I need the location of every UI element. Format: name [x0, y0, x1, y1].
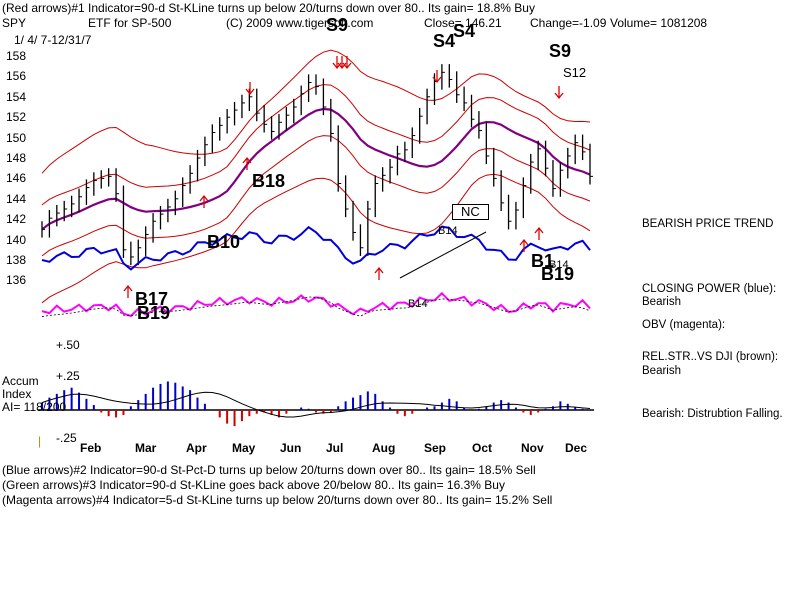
relstr-label: REL.STR..VS DJI (brown): [642, 351, 779, 363]
x-tick-label: May [232, 441, 256, 455]
accum-note: Bearish: Distrubtion Falling. [642, 408, 783, 420]
signal-b18: B18 [252, 171, 286, 191]
signal-b10: B10 [207, 232, 241, 252]
accum-index-label: Index [2, 387, 32, 401]
lower-outer-band [41, 173, 591, 304]
accum-ai-label: AI= 118/200 [2, 400, 67, 414]
copyright-label: (C) 2009 www.tigersoft.com [226, 16, 374, 30]
x-tick-label: Sep [424, 441, 447, 455]
close-label: Close= 146.21 [424, 16, 502, 30]
buy-arrow-head [519, 238, 529, 246]
signal-s12: S12 [563, 65, 587, 80]
y-tick-label: 148 [6, 151, 27, 165]
signal-b14-sep: B14 [438, 225, 458, 237]
y-tick-label: 140 [6, 232, 27, 247]
closing-power-line [41, 225, 591, 271]
accum-minus25: -.25 [56, 431, 77, 445]
signal-b19-mar: B19 [137, 303, 171, 323]
sell-arrow-head [554, 92, 564, 100]
buy-arrow-head [374, 266, 384, 274]
x-tick-label: Jul [326, 441, 344, 455]
obv-line [41, 291, 591, 318]
accum-label: Accum [2, 374, 39, 388]
x-tick-label: Apr [186, 441, 207, 455]
x-tick-label: Jun [280, 441, 302, 455]
sell-arrow-head [342, 62, 352, 70]
y-tick-label: 150 [6, 130, 27, 145]
x-tick-label: Aug [372, 441, 396, 455]
volume-label: Volume= 1081208 [610, 16, 708, 30]
sell-arrow-head [432, 76, 442, 84]
accum-plus50: +.50 [56, 338, 80, 352]
obv-label: OBV (magenta): [642, 319, 726, 331]
accum-tick-mark: | [38, 434, 42, 448]
closing-power-value: Bearish [642, 296, 681, 308]
etf-label: ETF for SP-500 [88, 16, 172, 30]
y-tick-label: 138 [6, 253, 27, 267]
signal-s9-nov: S9 [549, 41, 572, 61]
y-tick-label: 144 [6, 191, 27, 206]
moving-average-line [41, 107, 591, 231]
buy-arrow-head [199, 194, 209, 202]
accum-plus25: +.25 [56, 369, 80, 383]
x-tick-label: Dec [565, 441, 588, 455]
relstr-value: Bearish [642, 365, 681, 377]
x-tick-label: Feb [80, 441, 102, 455]
upper-outer-band [41, 49, 591, 174]
buy-arrow-head [534, 226, 544, 234]
y-tick-label: 142 [6, 212, 27, 227]
y-tick-label: 152 [6, 110, 27, 125]
y-tick-label: 156 [6, 69, 27, 84]
x-tick-label: Mar [135, 441, 157, 455]
signal-b17: B17 [135, 289, 169, 309]
y-tick-label: 146 [6, 171, 27, 186]
accum-moving-average [41, 391, 591, 418]
sell-arrow-head [245, 88, 255, 96]
y-tick-label: 136 [6, 273, 27, 288]
signal-s9-jul: S9 [326, 15, 349, 35]
closing-power-label: CLOSING POWER (blue): [642, 283, 777, 295]
change-label: Change=-1.09 [530, 16, 607, 30]
lower-inner-band [41, 135, 591, 257]
signal-b14-aug: B14 [408, 298, 428, 310]
x-tick-label: Oct [472, 441, 493, 455]
trend-line [399, 231, 487, 279]
signal-b14-nov: B14 [549, 259, 569, 271]
y-tick-label: 154 [6, 89, 27, 104]
buy-arrow-head [123, 284, 133, 292]
signal-s4-oct: S4 [453, 21, 476, 41]
footer-line1: (Blue arrows)#2 Indicator=90-d St-Pct-D … [2, 463, 536, 477]
price-trend-note: BEARISH PRICE TREND [642, 218, 774, 230]
footer-line2: (Green arrows)#3 Indicator=90-d St-KLine… [2, 478, 505, 492]
header-line1: (Red arrows)#1 Indicator=90-d St-KLine t… [2, 1, 535, 15]
signal-nc-box: NC [452, 204, 489, 220]
signal-s4-sep: S4 [433, 31, 456, 51]
date-range-label: 1/ 4/ 7-12/31/7 [14, 33, 92, 47]
footer-line3: (Magenta arrows)#4 Indicator=5-d St-KLin… [2, 493, 553, 507]
signal-b19-nov: B19 [541, 264, 575, 284]
signal-b1: B1 [531, 251, 555, 271]
upper-inner-band [41, 84, 591, 206]
x-tick-label: Nov [521, 441, 544, 455]
buy-arrow-head [242, 156, 252, 164]
ticker-label: SPY [2, 16, 27, 30]
y-tick-label: 158 [6, 49, 27, 63]
relative-strength-line [41, 296, 591, 318]
